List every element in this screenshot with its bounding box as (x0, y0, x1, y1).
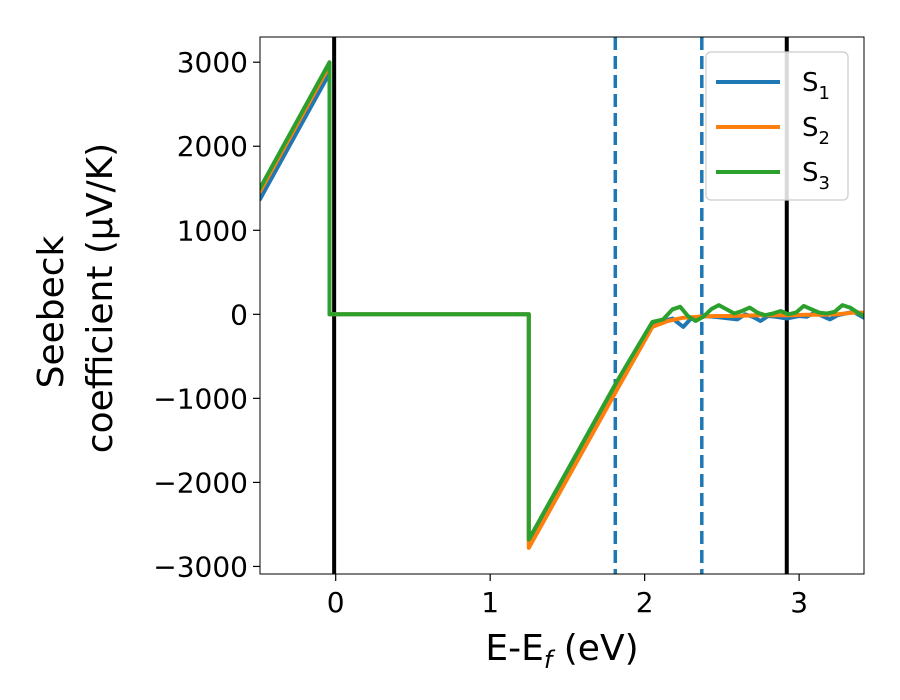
y-axis-label-line2: coefficient (μV/K) (80, 143, 121, 453)
y-axis-ticks: 3000 2000 1000 0 −1000 −2000 −3000 (153, 46, 260, 583)
y-tick-label: −3000 (153, 550, 248, 583)
y-tick-label: 2000 (177, 130, 248, 163)
y-tick-label: 1000 (177, 214, 248, 247)
y-axis-label: Seebeck coefficient (μV/K) (31, 143, 121, 453)
plot-frame (259, 36, 865, 575)
x-tick-label: 1 (481, 586, 499, 619)
x-axis-label-unit: (eV) (552, 628, 638, 669)
y-tick-label: 0 (230, 298, 248, 331)
y-tick-label: −2000 (153, 466, 248, 499)
y-tick-label: 3000 (177, 46, 248, 79)
legend-label-2: S2 (802, 113, 830, 149)
y-axis-label-line1: Seebeck (31, 235, 72, 388)
legend-label-main: S (802, 68, 819, 98)
y-tick-label: −1000 (153, 382, 248, 415)
x-axis-label: E-Ef (eV) (485, 628, 638, 674)
legend-label-3: S3 (802, 158, 830, 194)
legend-label-subscript: 1 (819, 83, 830, 104)
x-tick-label: 0 (327, 586, 345, 619)
legend-label-subscript: 2 (819, 128, 830, 149)
series-lines (260, 60, 864, 550)
legend-label-subscript: 3 (819, 173, 830, 194)
legend-label-main: S (802, 113, 819, 143)
legend-label-main: S (802, 158, 819, 188)
series-line-3 (260, 60, 864, 542)
x-tick-label: 3 (790, 586, 808, 619)
x-tick-label: 2 (636, 586, 654, 619)
legend-label-1: S1 (802, 68, 830, 104)
x-axis-ticks: 0 1 2 3 (327, 574, 808, 619)
x-axis-label-main: E-E (485, 628, 543, 669)
